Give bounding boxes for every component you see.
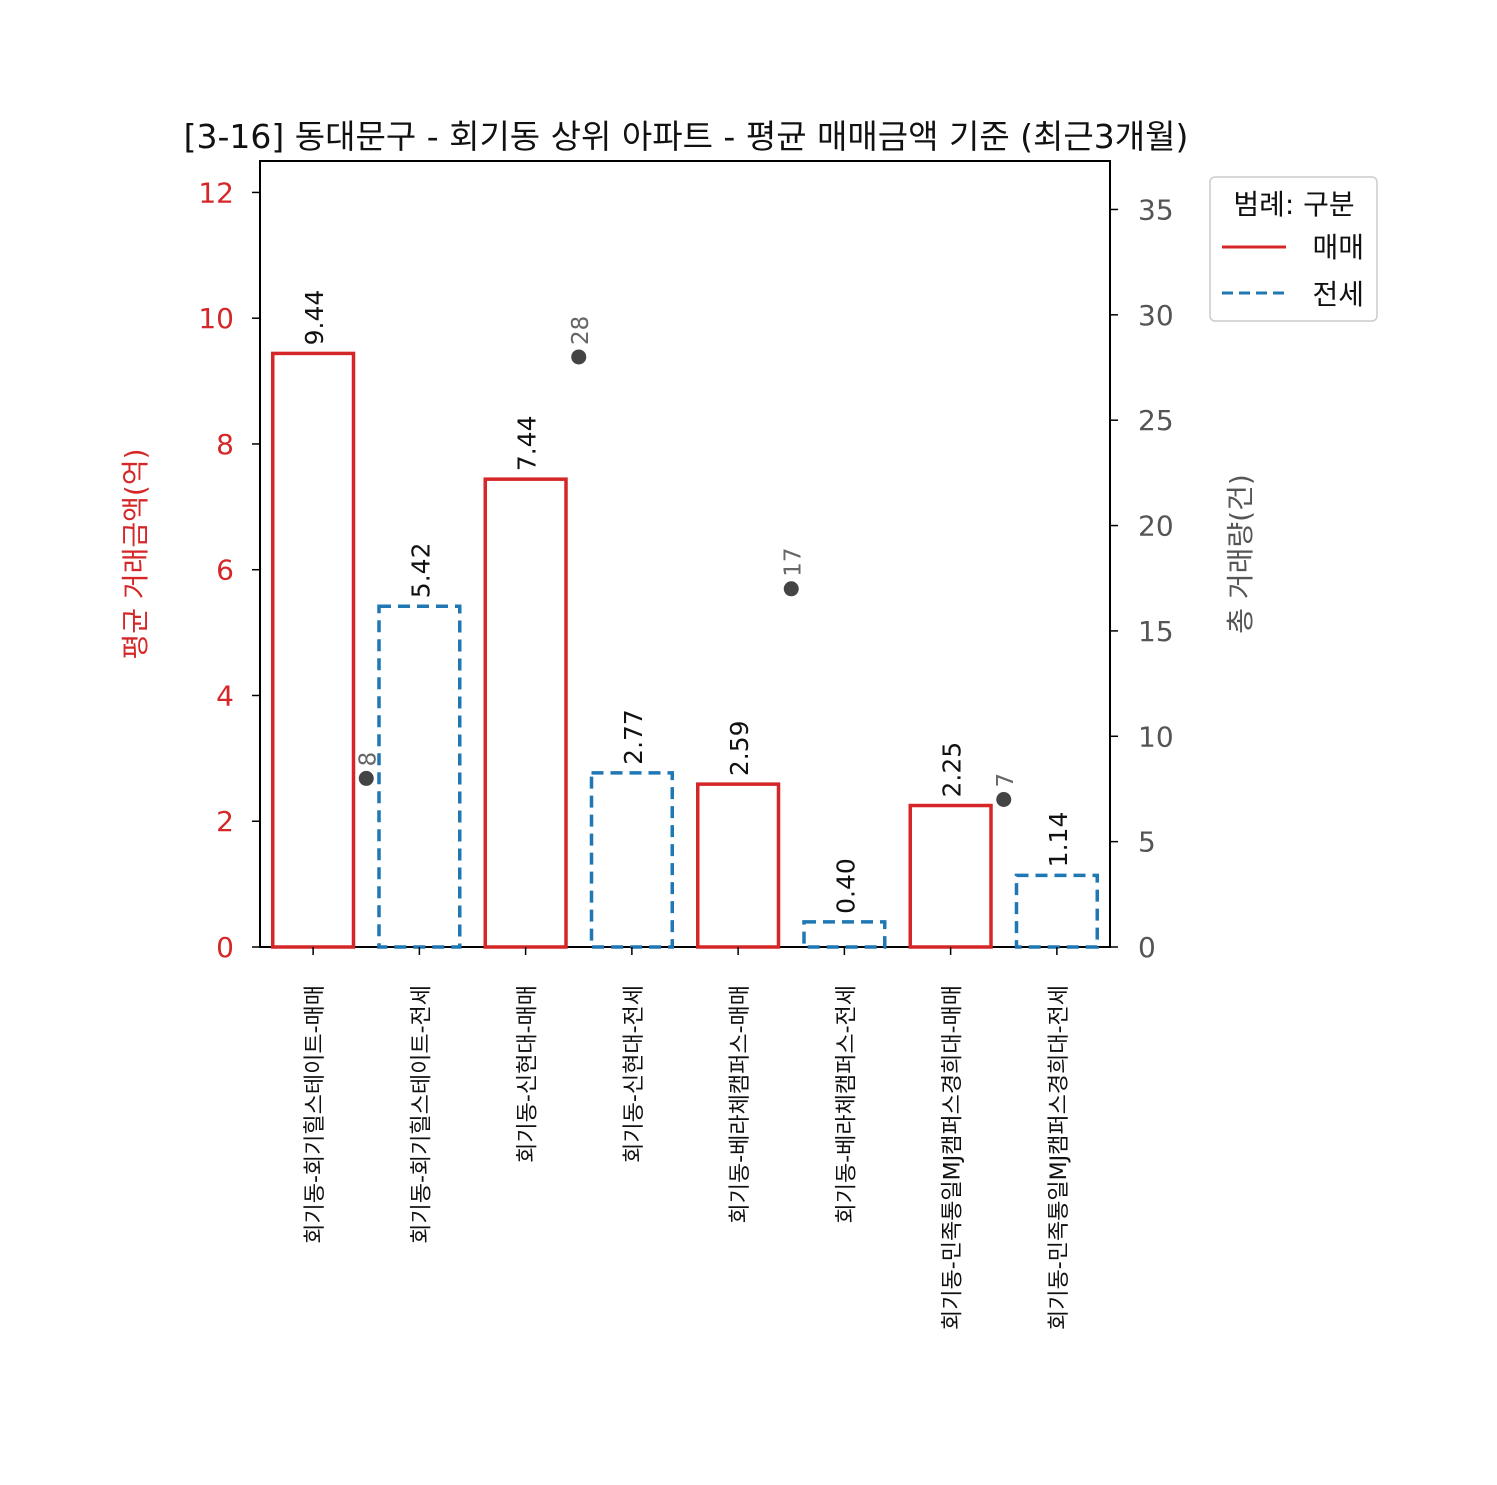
bar-sale: [696, 782, 781, 949]
bar-series: [271, 351, 1099, 949]
chart-title: [3-16] 동대문구 - 회기동 상위 아파트 - 평균 매매금액 기준 (최…: [184, 117, 1189, 156]
volume-point: [783, 581, 799, 597]
bar-jeonse: [589, 771, 674, 949]
volume-point-label: 7: [993, 773, 1019, 788]
volume-point: [571, 349, 587, 365]
y-tick-label-left: 0: [216, 931, 234, 964]
bar-jeonse: [1014, 873, 1099, 949]
y-axis-label-right: 총 거래량(건): [1224, 474, 1257, 634]
y-tick-label-right: 20: [1138, 510, 1174, 543]
y-tick-label-right: 25: [1138, 404, 1174, 437]
plot-area-frame: [259, 160, 1111, 948]
bar-value-label: 5.42: [406, 543, 435, 599]
y-tick-label-right: 15: [1138, 615, 1174, 648]
legend-title: 범례: 구분: [1233, 188, 1354, 221]
y-tick-label-right: 0: [1138, 931, 1156, 964]
y-tick-label-left: 6: [216, 554, 234, 587]
bar-value-label: 1.14: [1044, 812, 1073, 868]
y-axis-right: 0 5 10 15 20 25 30 35: [1110, 193, 1174, 964]
y-tick-label-left: 8: [216, 428, 234, 461]
y-tick-label-right: 10: [1138, 720, 1174, 753]
bar-sale: [908, 803, 993, 949]
y-tick-label-left: 2: [216, 805, 234, 838]
bar-value-label: 2.59: [725, 720, 754, 776]
legend-label-jeonse: 전세: [1312, 278, 1364, 311]
x-tick-label: 회기동-베라체캠퍼스-전세: [834, 985, 859, 1224]
x-tick-label: 회기동-베라체캠퍼스-매매: [728, 985, 753, 1224]
y-axis-left: 0 2 4 6 8 10 12: [198, 176, 260, 964]
x-tick-label: 회기동-신현대-매매: [516, 985, 541, 1163]
bar-sale: [271, 351, 356, 949]
x-tick-label: 회기동-민족통일MJ캠퍼스경희대-전세: [1047, 985, 1072, 1330]
bar-value-label: 0.40: [831, 858, 860, 914]
bar-value-label: 2.25: [938, 742, 967, 798]
x-tick-label: 회기동-회기힐스테이트-매매: [303, 985, 328, 1244]
y-tick-label-left: 4: [216, 679, 234, 712]
x-tick-label: 회기동-민족통일MJ캠퍼스경희대-매매: [941, 985, 966, 1330]
bar-value-label: 2.77: [619, 709, 648, 765]
bar-value-labels: 9.44 5.42 7.44 2.77 2.59 0.40 2.25 1.14: [300, 290, 1073, 914]
bar-value-label: 7.44: [513, 416, 542, 472]
x-tick-label: 회기동-신현대-전세: [622, 985, 647, 1163]
y-tick-label-right: 30: [1138, 299, 1174, 332]
bar-jeonse: [377, 604, 462, 949]
x-axis-labels: 회기동-회기힐스테이트-매매 회기동-회기힐스테이트-전세 회기동-신현대-매매 회기…: [303, 947, 1072, 1330]
y-tick-label-left: 12: [198, 176, 234, 209]
volume-points: 8 28 17 7: [355, 316, 1019, 807]
legend: 범례: 구분 매매 전세: [1209, 176, 1378, 322]
volume-point: [358, 770, 374, 786]
y-axis-label-left: 평균 거래금액(억): [119, 448, 152, 659]
y-tick-label-right: 35: [1138, 193, 1174, 226]
volume-point-label: 28: [568, 316, 594, 345]
bar-value-label: 9.44: [300, 290, 329, 346]
bar-jeonse: [802, 920, 887, 949]
legend-label-sale: 매매: [1312, 231, 1364, 264]
x-tick-label: 회기동-회기힐스테이트-전세: [409, 985, 434, 1244]
y-tick-label-right: 5: [1138, 826, 1156, 859]
y-tick-label-left: 10: [198, 302, 234, 335]
volume-point-label: 8: [355, 752, 381, 767]
volume-point: [996, 791, 1012, 807]
volume-point-label: 17: [780, 547, 806, 576]
legend-box: [1209, 176, 1378, 322]
bar-sale: [483, 477, 568, 949]
